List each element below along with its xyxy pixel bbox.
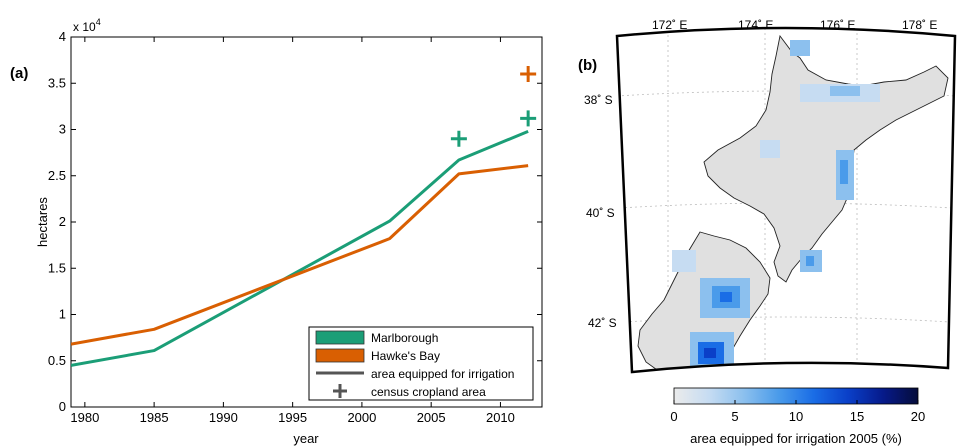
x-tick-label: 1985 bbox=[140, 410, 169, 425]
panel-b-map: (b) bbox=[578, 18, 957, 446]
census-marker-0 bbox=[520, 110, 537, 127]
series-line-1 bbox=[71, 164, 529, 346]
series-line-0 bbox=[71, 129, 529, 367]
x-axis-label: year bbox=[293, 431, 319, 446]
latitude-labels: 38˚ S 40˚ S 42˚ S bbox=[584, 93, 617, 330]
y-axis-label: hectares bbox=[35, 197, 50, 247]
census-marker-1 bbox=[520, 66, 537, 82]
legend-label: Hawke's Bay bbox=[371, 349, 440, 363]
x-axis-ticks: 1980 1985 1990 1995 2000 2005 2010 bbox=[70, 37, 515, 425]
colorbar-tick-label: 20 bbox=[911, 409, 925, 424]
lon-label-176: 176˚ E bbox=[820, 18, 855, 32]
legend-label: area equipped for irrigation bbox=[371, 367, 514, 381]
y-tick-label: 0 bbox=[59, 399, 66, 414]
colorbar-ticks: 0 5 10 15 20 bbox=[670, 400, 925, 424]
y-tick-label: 2.5 bbox=[48, 168, 66, 183]
map-border bbox=[615, 26, 957, 374]
map-frame bbox=[615, 26, 957, 374]
x-tick-label: 1980 bbox=[70, 410, 99, 425]
y-exponent-power: 4 bbox=[96, 17, 101, 27]
y-tick-label: 2 bbox=[59, 214, 66, 229]
legend-label: census cropland area bbox=[371, 385, 486, 399]
lon-label-178: 178˚ E bbox=[902, 18, 937, 32]
colorbar-tick-label: 0 bbox=[670, 409, 677, 424]
y-axis-ticks: 0 0.5 1 1.5 2 2.5 3 3.5 4 bbox=[48, 29, 542, 414]
y-exponent-base: x 10 bbox=[73, 20, 96, 34]
x-tick-label: 2005 bbox=[417, 410, 446, 425]
irrigation-patches bbox=[672, 40, 880, 368]
legend-swatch bbox=[315, 330, 365, 345]
series-layer bbox=[71, 129, 529, 367]
y-tick-label: 0.5 bbox=[48, 353, 66, 368]
lon-label-174: 174˚ E bbox=[738, 18, 773, 32]
lon-label-172: 172˚ E bbox=[652, 18, 687, 32]
lat-label-42: 42˚ S bbox=[588, 316, 617, 330]
longitude-labels: 172˚ E 174˚ E 176˚ E 178˚ E bbox=[652, 18, 937, 32]
legend-swatch bbox=[315, 348, 365, 363]
census-markers bbox=[450, 66, 537, 147]
x-tick-label: 2010 bbox=[486, 410, 515, 425]
colorbar-tick-label: 5 bbox=[731, 409, 738, 424]
north-island-land bbox=[703, 34, 949, 283]
panel-b-label: (b) bbox=[578, 57, 597, 74]
colorbar: 0 5 10 15 20 area equipped for irrigation 20… bbox=[670, 387, 925, 446]
legend-label: Marlborough bbox=[371, 331, 438, 345]
x-tick-label: 1990 bbox=[209, 410, 238, 425]
legend-plus-sample bbox=[333, 384, 347, 398]
y-tick-label: 3.5 bbox=[48, 75, 66, 90]
x-tick-label: 1995 bbox=[278, 410, 307, 425]
lat-label-40: 40˚ S bbox=[586, 206, 615, 220]
y-tick-label: 1.5 bbox=[48, 260, 66, 275]
legend: Marlborough Hawke's Bay area equipped for … bbox=[308, 326, 534, 401]
panel-a-line-chart: (a) x 104 1980 1985 1990 1995 2000 2005 2010 0… bbox=[10, 17, 543, 446]
x-tick-label: 2000 bbox=[347, 410, 376, 425]
panel-a-label: (a) bbox=[10, 65, 28, 82]
lat-label-38: 38˚ S bbox=[584, 93, 613, 107]
y-tick-label: 1 bbox=[59, 307, 66, 322]
colorbar-label: area equipped for irrigation 2005 (%) bbox=[690, 431, 902, 446]
y-tick-label: 4 bbox=[59, 29, 66, 44]
census-marker-0-b bbox=[450, 130, 467, 147]
colorbar-tick-label: 10 bbox=[789, 409, 803, 424]
colorbar-tick-label: 15 bbox=[850, 409, 864, 424]
y-tick-label: 3 bbox=[59, 122, 66, 137]
y-exponent: x 104 bbox=[73, 17, 101, 34]
